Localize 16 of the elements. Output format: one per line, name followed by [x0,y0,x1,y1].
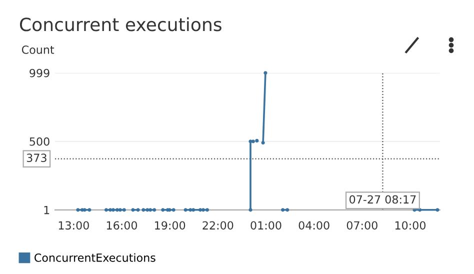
x-tick-label: 13:00 [58,221,89,230]
x-tick-label: 07:00 [346,221,378,230]
y-axis-title: Count [22,46,54,54]
legend-label: ConcurrentExecutions [34,253,156,262]
x-tick-label: 16:00 [106,221,138,230]
ref-line-label: 373 [26,154,46,162]
chart-title: Concurrent executions [20,17,222,32]
ref-line-label: 07-27 08:17 [350,195,416,204]
x-tick-label: 01:00 [250,221,282,230]
y-tick-label: 500 [30,137,50,146]
y-tick-label: 999 [30,68,50,78]
x-tick-label: 22:00 [202,221,234,230]
x-tick-label: 10:00 [395,221,426,230]
x-tick-label: 04:00 [298,221,330,230]
y-tick-label: 1 [44,206,50,214]
x-tick-label: 19:00 [155,221,186,230]
